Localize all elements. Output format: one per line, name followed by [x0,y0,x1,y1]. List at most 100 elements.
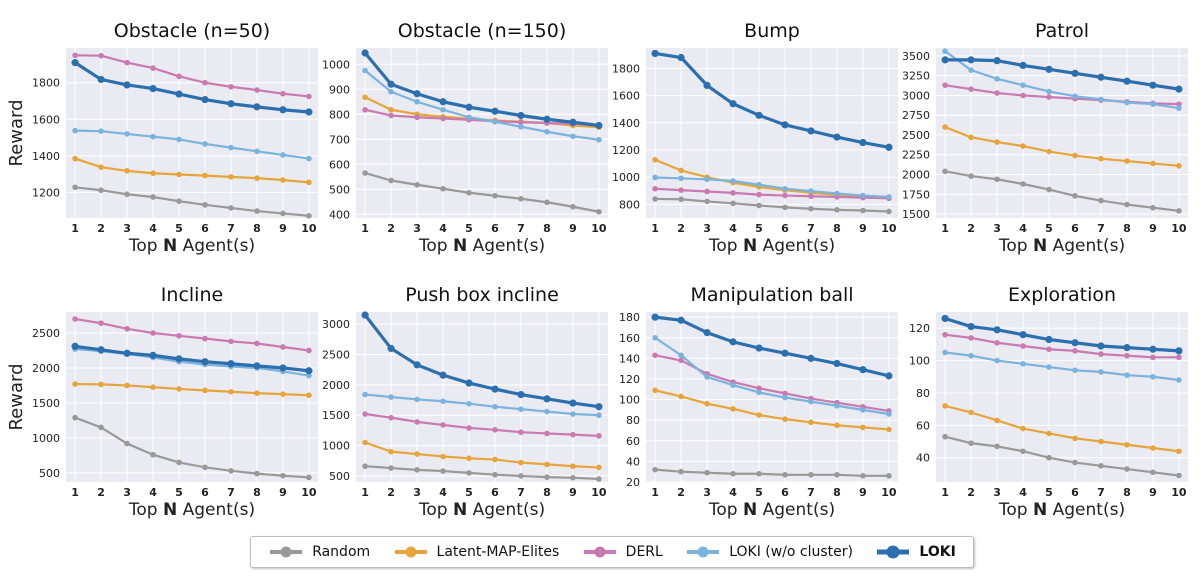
series-line-loki [654,315,890,378]
data-point [833,133,841,141]
data-point [1071,339,1079,347]
data-point [413,90,421,98]
data-point [228,388,234,395]
data-point [942,48,948,54]
data-point [942,168,948,175]
data-point [569,118,577,126]
y-tick-label: 400 [329,208,350,221]
data-point [1150,160,1156,167]
y-tick-label: 3250 [902,70,930,83]
data-point [807,127,815,135]
series-line-latent-map-elites [944,126,1180,167]
data-point [202,202,208,208]
data-point [280,90,286,97]
series-line-latent-map-elites [75,382,309,397]
data-point [254,340,260,347]
data-point [98,320,104,326]
data-point [1045,335,1053,344]
x-tick-label: 6 [1071,486,1079,499]
x-axis-label: Top N Agent(s) [418,236,545,256]
data-point [1098,197,1104,204]
data-point [730,470,736,477]
data-point [202,387,208,394]
series-line-random [365,465,599,481]
data-point [730,406,736,412]
data-point [1124,352,1130,359]
data-point [678,187,684,193]
chart-panel-4: 1500 1750 2000 2250 2500 2750 3000 3250 3500 1 2 3 4… [902,20,1188,256]
data-point [149,351,157,359]
data-point [280,344,286,350]
x-tick-label: 9 [1149,486,1157,499]
x-tick-label: 7 [517,486,525,499]
y-tick-label: 2000 [322,379,350,392]
data-point [176,459,182,466]
y-tick-label: 1400 [612,117,640,130]
data-point [755,344,763,352]
data-point [1176,163,1182,169]
x-tick-label: 2 [387,486,395,499]
y-tick-label: 700 [329,133,350,146]
data-point [254,87,260,93]
data-point [1097,73,1105,81]
x-tick-label: 10 [591,486,607,499]
data-point [440,398,446,405]
data-point [517,111,525,120]
plot-area [646,48,898,218]
data-point [388,88,394,95]
data-point [388,112,394,119]
y-tick-label: 1200 [32,186,60,199]
data-point [228,144,234,151]
data-point [1020,92,1026,99]
y-axis-label: Reward [6,99,27,166]
chart-title: Incline [161,284,223,306]
x-tick-label: 8 [833,222,841,235]
data-point [1176,448,1182,455]
data-point [305,367,313,375]
x-tick-label: 9 [279,222,287,235]
series-line-latent-map-elites [654,389,889,431]
data-point [72,155,78,162]
data-point [570,133,576,140]
x-tick-label: 1 [71,486,79,499]
data-point [596,136,602,143]
x-tick-label: 8 [1123,222,1131,235]
data-point [465,103,473,111]
data-point [994,357,1000,364]
data-point [1150,469,1156,476]
y-tick-label: 600 [329,158,350,171]
data-point [834,190,840,197]
x-tick-label: 8 [833,486,841,499]
y-tick-label: 1500 [322,409,350,422]
data-point [150,194,156,200]
data-point [781,121,789,129]
data-point [492,192,498,199]
data-point [652,174,658,181]
series-line-random [364,171,600,213]
data-point [414,98,420,105]
data-point [1150,204,1156,211]
data-point [968,409,974,416]
data-point [1019,331,1027,339]
data-point [1124,99,1130,106]
data-point [756,389,762,396]
data-point [782,185,788,192]
data-point [97,346,105,354]
data-point [729,338,737,346]
data-point [860,424,866,431]
data-point [782,471,788,478]
data-point [782,204,788,211]
chart-panel-7: 20 40 60 80 100 120 140 160 180 1 2 3 4 5 6 7 8 9 10 Manipu… [619,284,898,520]
data-point [491,107,499,115]
data-point [1072,93,1078,100]
legend-swatch-derl [583,546,616,558]
data-point [704,198,710,205]
data-point [306,372,312,379]
data-point [756,385,762,392]
data-point [387,80,395,88]
data-point [1123,77,1131,85]
data-point [942,433,948,440]
data-point [306,213,312,219]
data-point [1046,94,1052,100]
data-point [1150,101,1156,107]
